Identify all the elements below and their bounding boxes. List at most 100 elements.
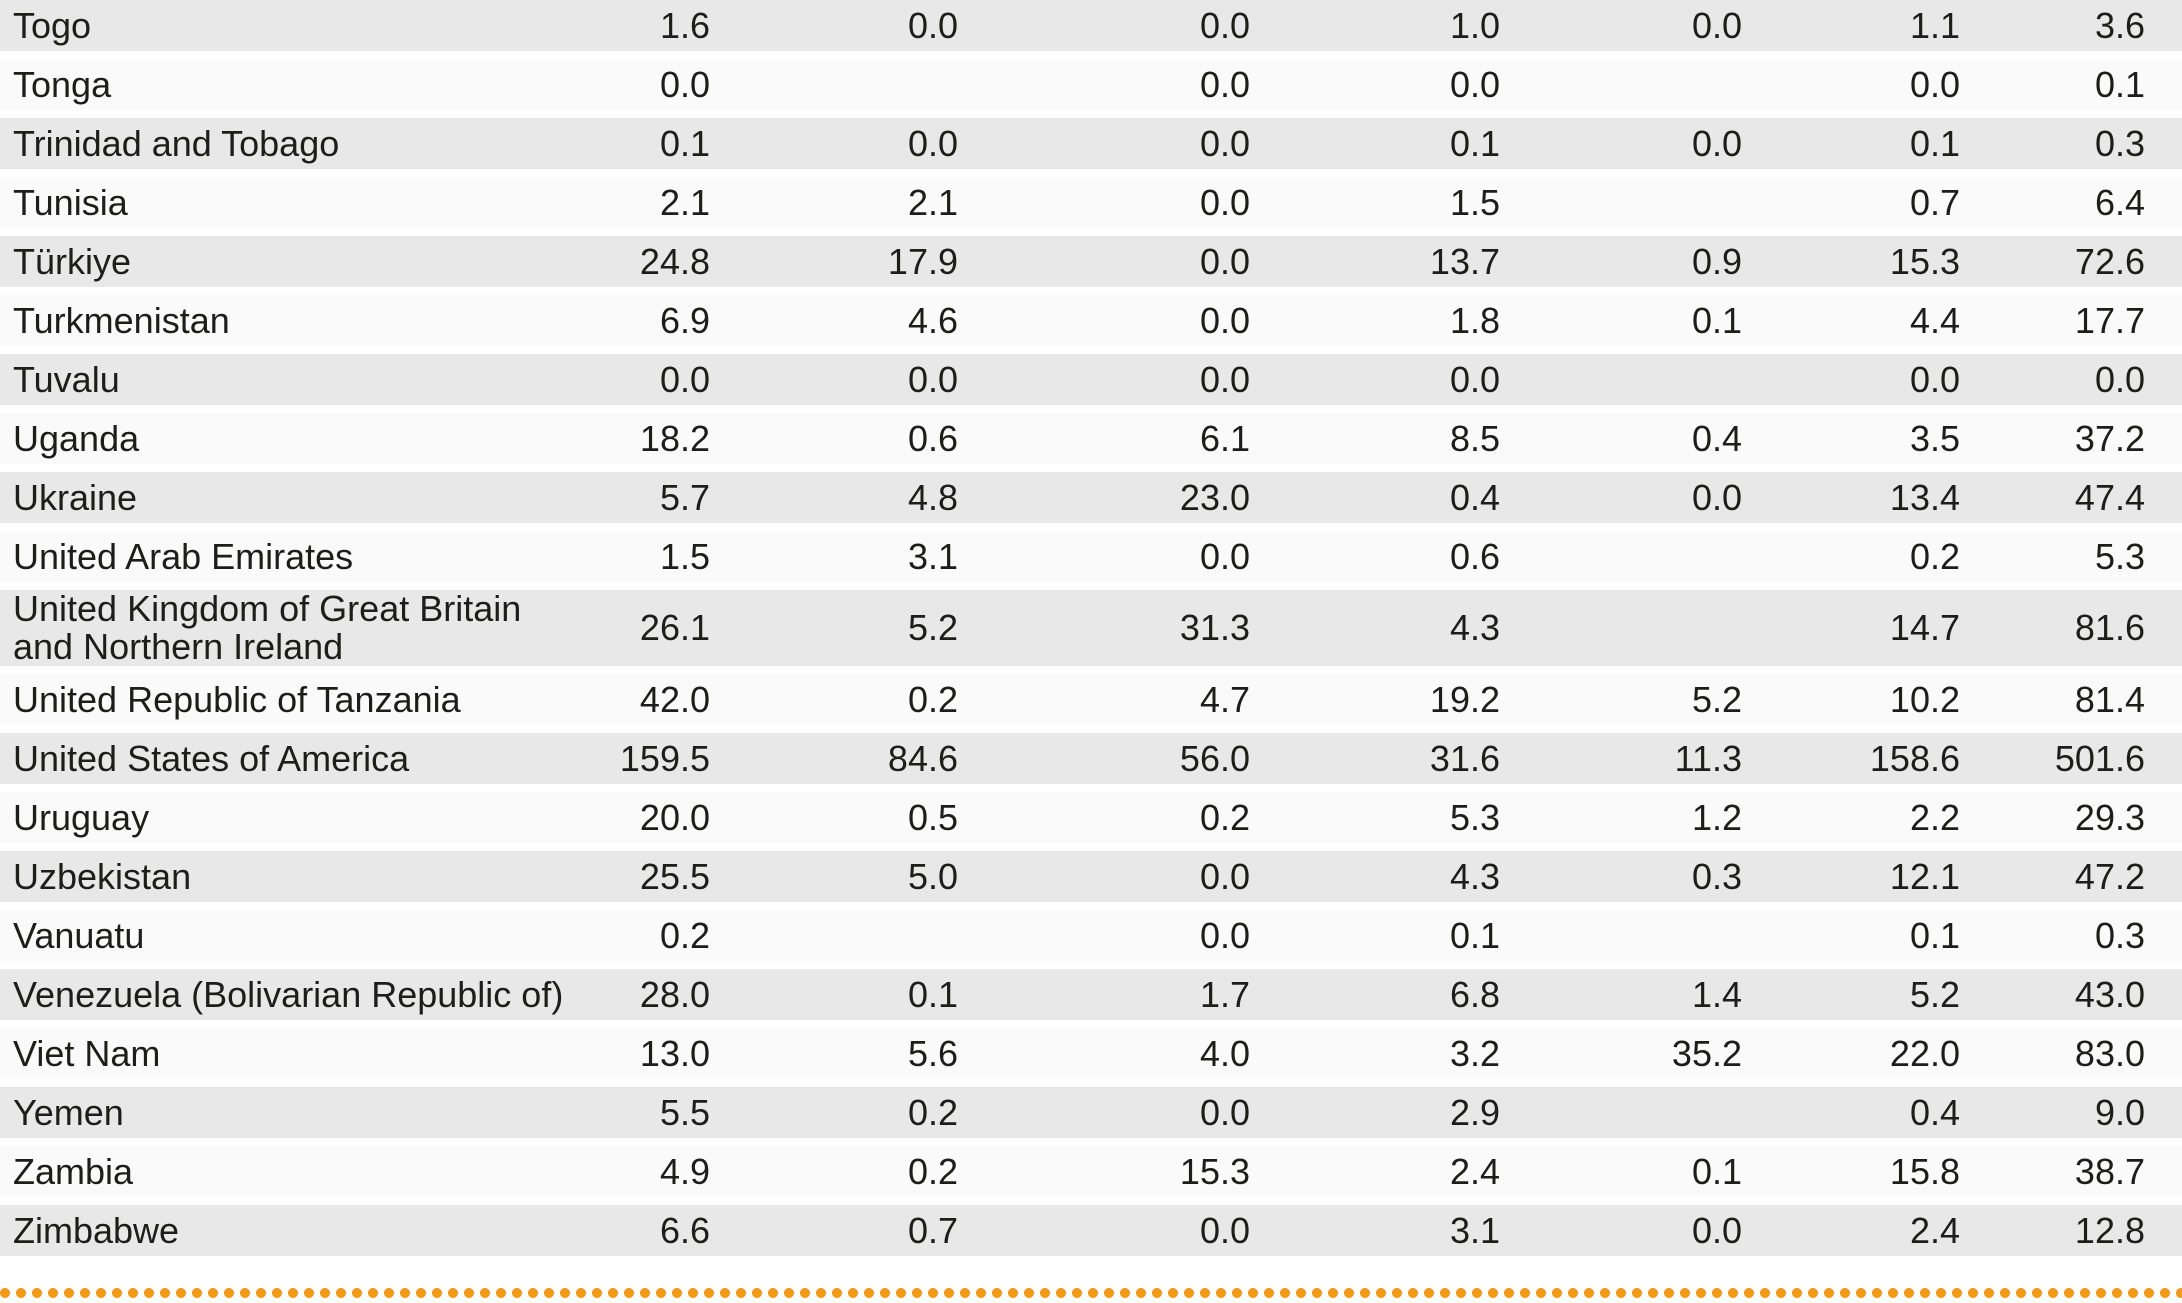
- value-cell: 0.2: [1199, 796, 1250, 838]
- value-cell: 6.1: [1199, 417, 1250, 459]
- value-cell: 4.0: [1199, 1032, 1250, 1074]
- value-cell: 3.6: [2094, 4, 2145, 46]
- table-row: Yemen 5.5 0.2 0.0 2.9 0.4 9.0: [0, 1087, 2182, 1138]
- value-cell: 37.2: [2074, 417, 2145, 459]
- table-row: Uzbekistan 25.5 5.0 0.0 4.3 0.3 12.1 47.…: [0, 851, 2182, 902]
- table-row: Viet Nam 13.0 5.6 4.0 3.2 35.2 22.0 83.0: [0, 1028, 2182, 1079]
- value-cell: 2.1: [659, 181, 710, 223]
- table-row: Ukraine 5.7 4.8 23.0 0.4 0.0 13.4 47.4: [0, 472, 2182, 523]
- value-cell: 0.0: [907, 122, 958, 164]
- value-cell: 12.1: [1889, 855, 1960, 897]
- value-cell: 4.3: [1449, 855, 1500, 897]
- value-cell: 0.1: [659, 122, 710, 164]
- value-cell: 25.5: [639, 855, 710, 897]
- table-row: Uruguay 20.0 0.5 0.2 5.3 1.2 2.2 29.3: [0, 792, 2182, 843]
- value-cell: 0.0: [659, 63, 710, 105]
- value-cell: 10.2: [1889, 678, 1960, 720]
- value-cell: 1.0: [1449, 4, 1500, 46]
- value-cell: 17.7: [2074, 299, 2145, 341]
- value-cell: 1.2: [1691, 796, 1742, 838]
- country-label: Venezuela (Bolivarian Republic of): [13, 973, 564, 1015]
- table-row: United Republic of Tanzania 42.0 0.2 4.7…: [0, 674, 2182, 725]
- value-cell: 0.0: [1199, 4, 1250, 46]
- value-cell: 0.3: [2094, 122, 2145, 164]
- value-cell: 4.6: [907, 299, 958, 341]
- value-cell: 4.4: [1909, 299, 1960, 341]
- value-cell: 1.6: [659, 4, 710, 46]
- value-cell: 2.9: [1449, 1091, 1500, 1133]
- value-cell: 29.3: [2074, 796, 2145, 838]
- value-cell: 5.2: [907, 607, 958, 648]
- value-cell: 3.5: [1909, 417, 1960, 459]
- value-cell: 0.2: [659, 914, 710, 956]
- value-cell: 35.2: [1671, 1032, 1742, 1074]
- value-cell: 0.7: [1909, 181, 1960, 223]
- value-cell: 3.1: [1449, 1209, 1500, 1251]
- value-cell: 6.4: [2094, 181, 2145, 223]
- value-cell: 5.7: [659, 476, 710, 518]
- value-cell: 0.1: [2094, 63, 2145, 105]
- value-cell: 5.5: [659, 1091, 710, 1133]
- country-label: Trinidad and Tobago: [13, 122, 340, 164]
- value-cell: 0.0: [907, 358, 958, 400]
- value-cell: 81.6: [2074, 607, 2145, 648]
- table-row: Turkmenistan 6.9 4.6 0.0 1.8 0.1 4.4 17.…: [0, 295, 2182, 346]
- value-cell: 0.0: [659, 358, 710, 400]
- country-label: United Kingdom of Great Britain and Nort…: [13, 588, 522, 667]
- value-cell: 38.7: [2074, 1150, 2145, 1192]
- value-cell: 4.8: [907, 476, 958, 518]
- value-cell: 23.0: [1179, 476, 1250, 518]
- value-cell: 0.2: [907, 1150, 958, 1192]
- country-label: United Arab Emirates: [13, 535, 354, 577]
- value-cell: 0.1: [1909, 914, 1960, 956]
- value-cell: 1.8: [1449, 299, 1500, 341]
- value-cell: 4.3: [1449, 607, 1500, 648]
- value-cell: 0.0: [1199, 240, 1250, 282]
- table-row: Tuvalu 0.0 0.0 0.0 0.0 0.0 0.0: [0, 354, 2182, 405]
- value-cell: 0.0: [1691, 476, 1742, 518]
- value-cell: 0.0: [1691, 122, 1742, 164]
- value-cell: 43.0: [2074, 973, 2145, 1015]
- value-cell: 0.4: [1449, 476, 1500, 518]
- value-cell: 2.1: [907, 181, 958, 223]
- country-label: Tuvalu: [13, 358, 120, 400]
- value-cell: 0.0: [1199, 535, 1250, 577]
- value-cell: 0.0: [1199, 122, 1250, 164]
- value-cell: 0.1: [907, 973, 958, 1015]
- value-cell: 0.0: [1909, 63, 1960, 105]
- value-cell: 0.1: [1691, 299, 1742, 341]
- country-label: Zambia: [13, 1150, 134, 1192]
- value-cell: 6.6: [659, 1209, 710, 1251]
- table-row: Zambia 4.9 0.2 15.3 2.4 0.1 15.8 38.7: [0, 1146, 2182, 1197]
- value-cell: 6.8: [1449, 973, 1500, 1015]
- value-cell: 0.0: [1691, 1209, 1742, 1251]
- value-cell: 0.6: [907, 417, 958, 459]
- value-cell: 1.1: [1909, 4, 1960, 46]
- country-label: Zimbabwe: [13, 1209, 180, 1251]
- value-cell: 15.3: [1889, 240, 1960, 282]
- value-cell: 11.3: [1674, 737, 1742, 779]
- country-label: Uzbekistan: [13, 855, 192, 897]
- value-cell: 2.4: [1909, 1209, 1960, 1251]
- value-cell: 4.9: [659, 1150, 710, 1192]
- country-label: United States of America: [13, 737, 410, 779]
- value-cell: 1.7: [1199, 973, 1250, 1015]
- value-cell: 0.2: [1909, 535, 1960, 577]
- country-label: Uruguay: [13, 796, 150, 838]
- value-cell: 14.7: [1889, 607, 1960, 648]
- country-label: Yemen: [13, 1091, 124, 1133]
- value-cell: 19.2: [1429, 678, 1500, 720]
- table-row: United Arab Emirates 1.5 3.1 0.0 0.6 0.2…: [0, 531, 2182, 582]
- value-cell: 56.0: [1179, 737, 1250, 779]
- value-cell: 3.1: [907, 535, 958, 577]
- value-cell: 0.1: [1909, 122, 1960, 164]
- value-cell: 1.4: [1691, 973, 1742, 1015]
- value-cell: 22.0: [1889, 1032, 1960, 1074]
- table-row: Tunisia 2.1 2.1 0.0 1.5 0.7 6.4: [0, 177, 2182, 228]
- value-cell: 0.0: [1199, 1091, 1250, 1133]
- value-cell: 0.0: [1449, 358, 1500, 400]
- country-label: Uganda: [13, 417, 140, 459]
- value-cell: 159.5: [619, 737, 710, 779]
- table-row: United States of America 159.5 84.6 56.0…: [0, 733, 2182, 784]
- value-cell: 28.0: [639, 973, 710, 1015]
